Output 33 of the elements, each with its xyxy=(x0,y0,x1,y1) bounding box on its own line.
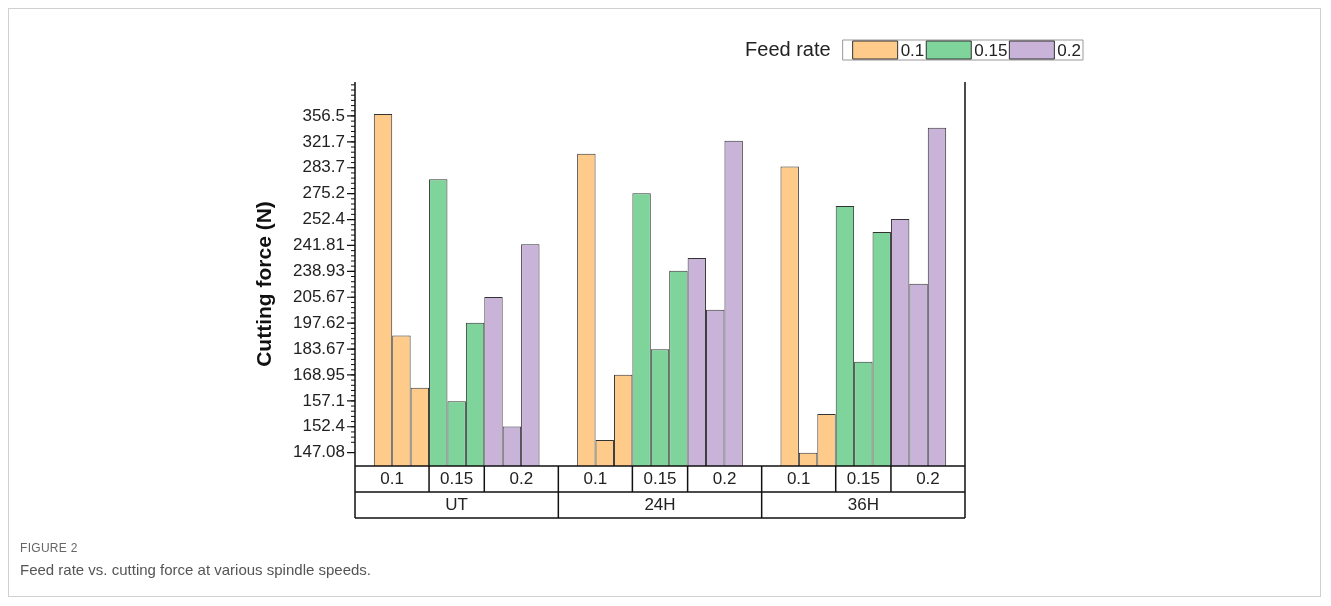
text: 147.08 xyxy=(293,442,345,462)
text: 275.2 xyxy=(302,183,345,203)
text: 0.1 xyxy=(380,468,404,488)
legend-label: 0.2 xyxy=(1057,40,1082,60)
text: 252.4 xyxy=(302,209,345,229)
legend-title: Feed rate xyxy=(745,37,831,60)
text: 197.62 xyxy=(293,312,345,332)
text: 0.2 xyxy=(916,468,940,488)
text: 238.93 xyxy=(293,261,345,281)
legend-label: 0.1 xyxy=(900,40,925,60)
legend-label: 0.15 xyxy=(974,40,1008,60)
text: 0.15 xyxy=(846,468,880,488)
text: 241.81 xyxy=(293,235,345,255)
text: 0.2 xyxy=(712,468,737,488)
text: 0.15 xyxy=(643,468,677,488)
caption: FIGURE 2 xyxy=(20,541,79,555)
text: 356.5 xyxy=(302,105,345,125)
text: 152.4 xyxy=(302,416,345,436)
text: 183.67 xyxy=(293,338,345,358)
text: 0.1 xyxy=(786,468,811,488)
text: 283.7 xyxy=(302,157,345,177)
text: 0.1 xyxy=(583,468,608,488)
text: 157.1 xyxy=(302,390,345,410)
text: 321.7 xyxy=(302,131,345,151)
x-tick-label: 24H xyxy=(644,494,676,514)
y-axis-title: Cutting force (N) xyxy=(251,201,275,367)
x-tick-label: 36H xyxy=(847,494,879,514)
text: 205.67 xyxy=(293,286,345,306)
text: 0.15 xyxy=(440,468,474,488)
text: Feed rate vs. cutting force at various spindle speeds. xyxy=(20,561,372,578)
text: 168.95 xyxy=(293,364,345,384)
x-tick-label: UT xyxy=(445,494,468,514)
text: 0.2 xyxy=(509,468,534,488)
